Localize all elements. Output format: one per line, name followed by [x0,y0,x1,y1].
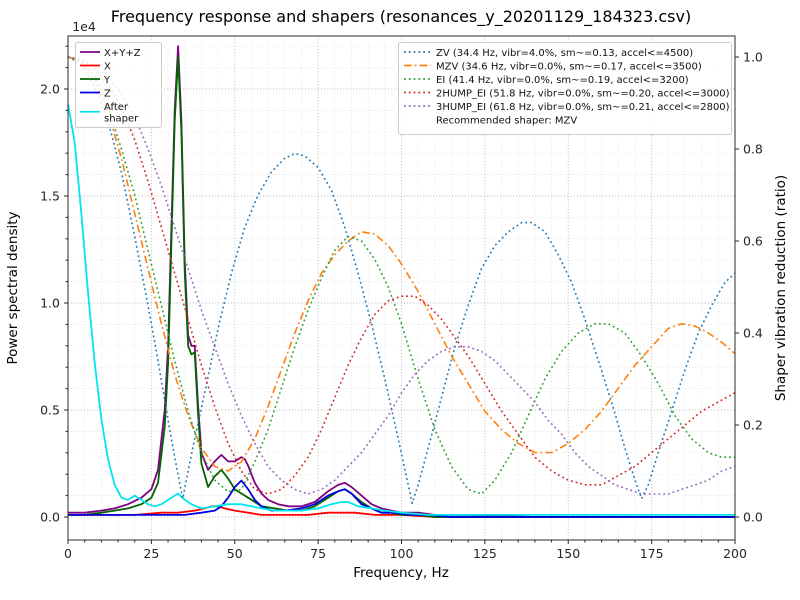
series-y [68,56,735,518]
y-left-tick-label: 0.5 [40,403,60,418]
y-axis-label-left: Power spectral density [5,211,21,364]
x-tick-label: 0 [64,546,72,561]
legend-shapers-item-label: 2HUMP_EI (51.8 Hz, vibr=0.0%, sm~=0.20, … [436,88,730,99]
series-x-y-z [68,45,735,518]
series-ei [68,56,735,495]
x-tick-label: 150 [556,546,580,561]
y-left-tick-label: 2.0 [40,82,60,97]
series-x [68,505,735,518]
x-tick-label: 200 [723,546,747,561]
y-left-tick-label: 0.0 [40,510,60,525]
legend-shapers-item-label: ZV (34.4 Hz, vibr=4.0%, sm~=0.13, accel<… [436,48,693,59]
series-layer [68,45,735,518]
x-tick-label: 50 [227,546,243,561]
y-axis-offset-label: 1e4 [72,19,96,34]
y-left-tick-label: 1.0 [40,296,60,311]
legend-shapers-note: Recommended shaper: MZV [436,115,577,126]
series-after-shaper [68,103,735,516]
y-left-tick-label: 1.5 [40,189,60,204]
x-tick-label: 125 [473,546,497,561]
legend-psd-item-label: X [104,61,111,72]
x-tick-label: 175 [640,546,664,561]
legend-psd-item-label: After [104,102,129,113]
legend-shapers-item-label: 3HUMP_EI (61.8 Hz, vibr=0.0%, sm~=0.21, … [436,102,730,113]
y-right-tick-label: 0.0 [743,510,763,525]
legend-psd-item-label: Z [104,88,111,99]
chart-title: Frequency response and shapers (resonanc… [111,7,691,27]
legend-psd-item-label: Y [103,75,111,86]
series-3hump-ei [68,56,735,495]
series-zv [68,56,735,504]
y-right-tick-label: 0.2 [743,418,763,433]
series-mzv [68,56,735,472]
x-tick-label: 75 [310,546,326,561]
legend-shapers-item-label: MZV (34.6 Hz, vibr=0.0%, sm~=0.17, accel… [436,61,702,72]
y-right-tick-label: 0.8 [743,142,763,157]
series-2hump-ei [68,56,735,495]
y-right-tick-label: 1.0 [743,50,763,65]
series-z [68,479,735,518]
x-tick-label: 100 [390,546,414,561]
legend-psd-item-label: X+Y+Z [104,48,141,59]
legend-shapers-box [398,42,732,135]
legend-psd-box [75,42,162,128]
axes-layer: 0 25 50 75 100 125 150 175 200 0.0 0.5 1.0 1.5 2.0 0.0… [40,35,763,561]
legend-psd-item-label: shaper [104,113,139,124]
x-tick-label: 25 [143,546,159,561]
legend-shapers-item-label: EI (41.4 Hz, vibr=0.0%, sm~=0.19, accel<… [436,75,689,86]
y-right-tick-label: 0.6 [743,234,763,249]
y-axis-label-right: Shaper vibration reduction (ratio) [773,175,789,401]
y-right-tick-label: 0.4 [743,326,763,341]
x-axis-label: Frequency, Hz [353,565,449,581]
